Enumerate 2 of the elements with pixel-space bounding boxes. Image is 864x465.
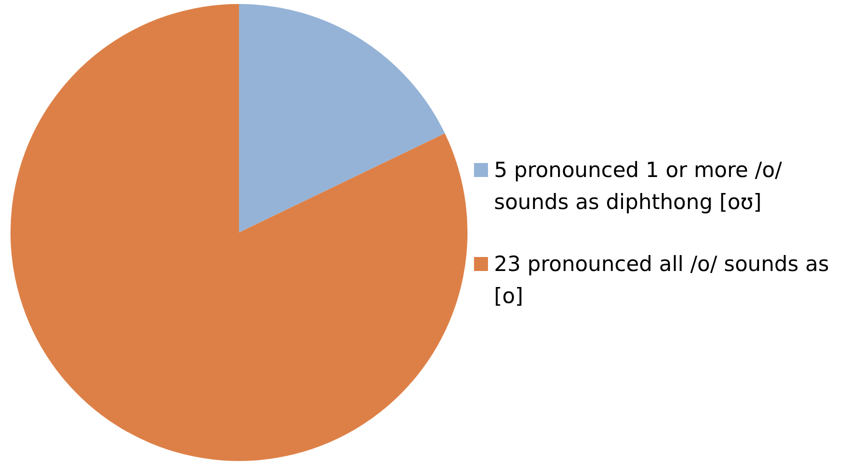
legend-label: 23 pronounced all /o/ sounds as [o] bbox=[494, 250, 830, 310]
legend-label: 5 pronounced 1 or more /o/ sounds as diphthong [oʊ] bbox=[494, 156, 783, 216]
